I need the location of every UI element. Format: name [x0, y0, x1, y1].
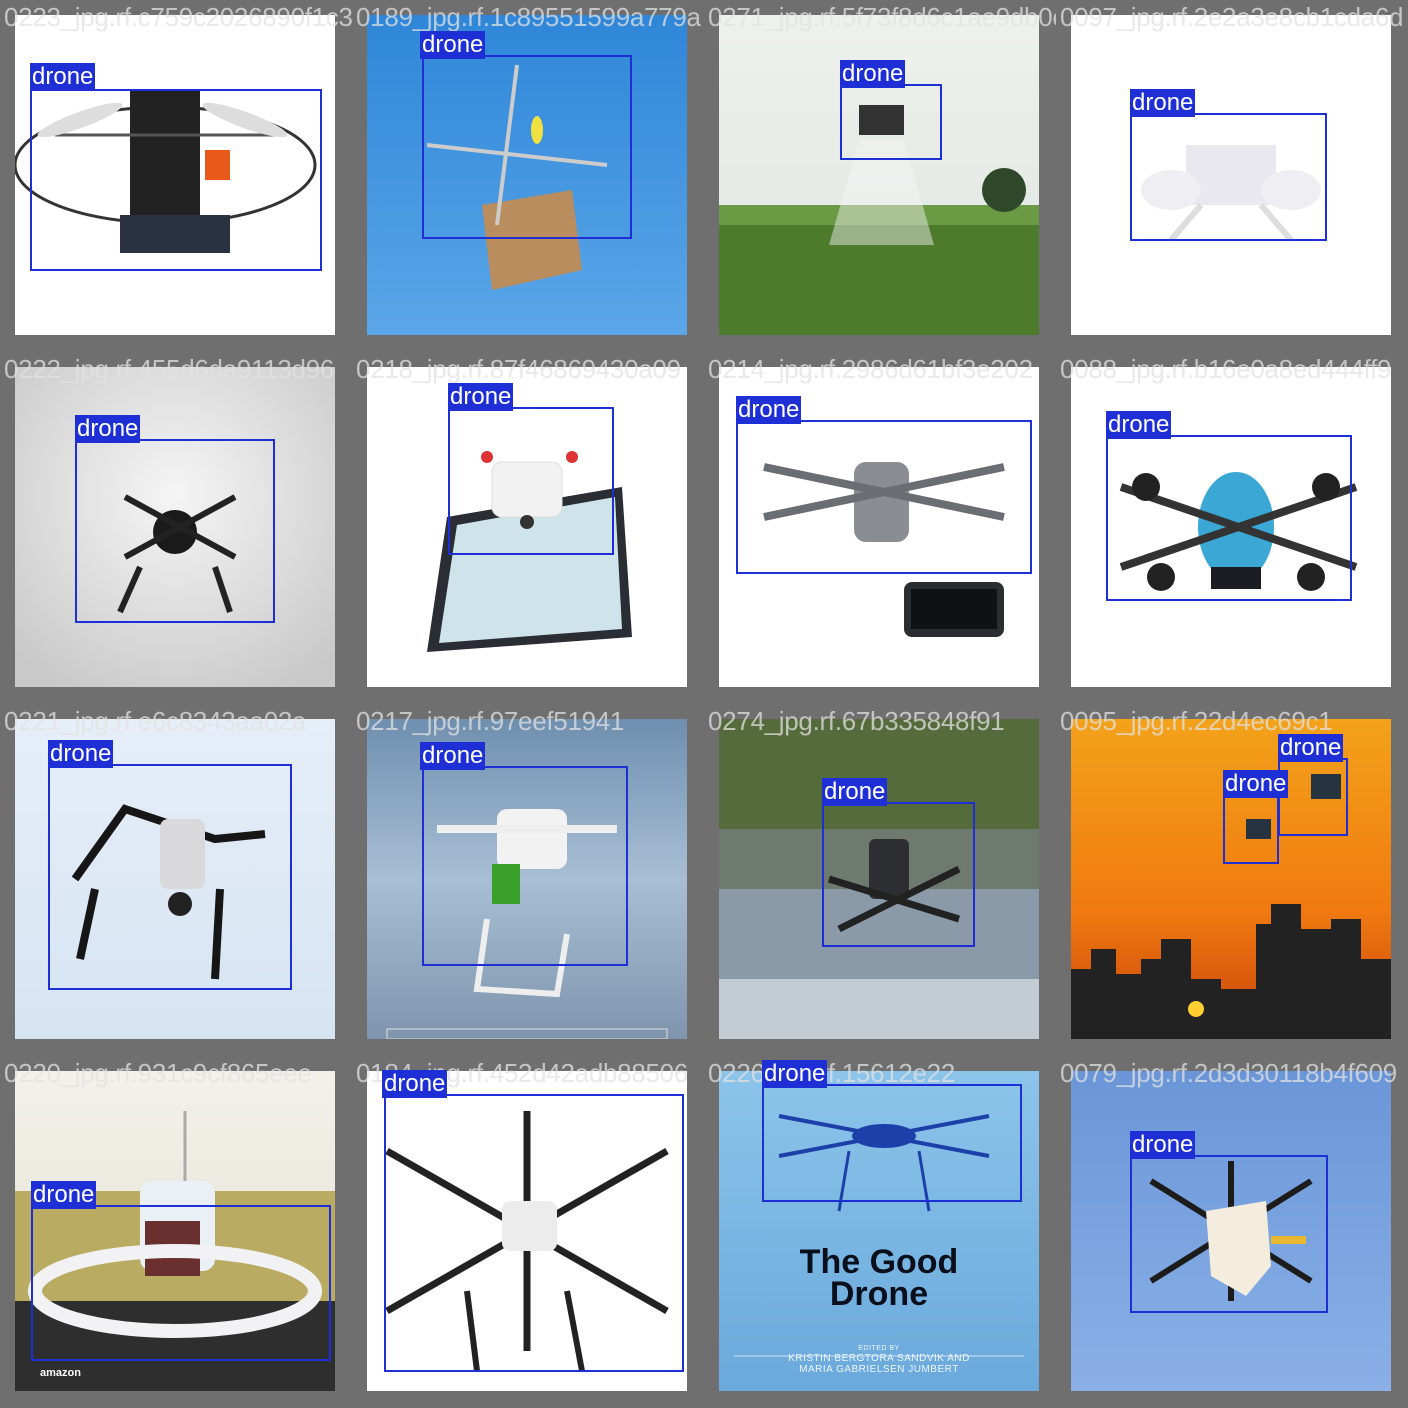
- class-label: drone: [1223, 770, 1289, 798]
- grid-tile-12[interactable]: 0095_jpg.rf.22d4ec69c1 drone drone: [1056, 704, 1408, 1056]
- bounding-box[interactable]: [822, 802, 975, 947]
- book-title-line-1: The Good: [799, 1243, 959, 1281]
- grid-tile-15[interactable]: The Good Drone EDITED BY KRISTIN BERGTOR…: [704, 1056, 1056, 1408]
- bounding-box[interactable]: [1223, 794, 1279, 864]
- bounding-box[interactable]: [736, 420, 1032, 574]
- grid-tile-6[interactable]: 0218_jpg.rf.87f46869430a09 drone: [352, 352, 704, 704]
- grid-tile-11[interactable]: 0274_jpg.rf.67b335848f91 drone: [704, 704, 1056, 1056]
- drone-photo: [1071, 367, 1391, 687]
- drone-photo: [15, 367, 335, 687]
- drone-photo: [1071, 1071, 1391, 1391]
- drone-photo: [15, 15, 335, 335]
- grid-tile-9[interactable]: 0221_jpg.rf.e6c8343aa02a drone: [0, 704, 352, 1056]
- bounding-box[interactable]: [1130, 1155, 1328, 1313]
- bounding-box[interactable]: [1130, 113, 1327, 241]
- class-label: drone: [736, 396, 802, 424]
- bounding-box[interactable]: [48, 764, 292, 990]
- drone-photo: [1071, 15, 1391, 335]
- drone-photo: [15, 1071, 335, 1391]
- class-label: drone: [420, 31, 486, 59]
- grid-tile-7[interactable]: 0214_jpg.rf.2986d61bf3e202 drone: [704, 352, 1056, 704]
- bounding-box[interactable]: [75, 439, 275, 623]
- bounding-box[interactable]: [422, 55, 632, 239]
- grid-tile-14[interactable]: 0184_jpg.rf.452d42adb88506 drone: [352, 1056, 704, 1408]
- drone-photo: [367, 1071, 687, 1391]
- grid-tile-3[interactable]: 0271_jpg.rf.5f73f8d6c1ae9db0ec34e7f2a3e8…: [704, 0, 1056, 352]
- grid-tile-5[interactable]: 0222_jpg.rf.455d6da9113d96 drone: [0, 352, 352, 704]
- drone-photo: [367, 367, 687, 687]
- watermark-text: amazon: [40, 1367, 81, 1379]
- class-label: drone: [75, 415, 141, 443]
- grid-tile-2[interactable]: 0189_jpg.rf.1c89551599a779a drone: [352, 0, 704, 352]
- bounding-box[interactable]: [422, 766, 628, 966]
- class-label: drone: [1278, 734, 1344, 762]
- drone-photo: [367, 719, 687, 1039]
- class-label: drone: [382, 1070, 448, 1098]
- drone-photo: [719, 15, 1039, 335]
- book-title-line-2: Drone: [829, 1275, 929, 1313]
- class-label: drone: [822, 778, 888, 806]
- class-label: drone: [1130, 1131, 1196, 1159]
- drone-photo: [719, 719, 1039, 1039]
- bounding-box[interactable]: [31, 1205, 331, 1361]
- class-label: drone: [448, 383, 514, 411]
- grid-tile-16[interactable]: 0079_jpg.rf.2d3d30118b4f609 drone: [1056, 1056, 1408, 1408]
- class-label: drone: [762, 1060, 828, 1088]
- book-editors-line-2: MARIA GABRIELSEN JUMBERT: [799, 1364, 959, 1375]
- book-cover: The Good Drone EDITED BY KRISTIN BERGTOR…: [719, 1071, 1039, 1391]
- bounding-box[interactable]: [840, 84, 942, 160]
- book-editors-line-1: KRISTIN BERGTORA SANDVIK AND: [788, 1353, 970, 1364]
- class-label: drone: [1130, 89, 1196, 117]
- bounding-box[interactable]: [448, 407, 614, 555]
- class-label: drone: [420, 742, 486, 770]
- bounding-box[interactable]: [384, 1094, 684, 1372]
- grid-tile-8[interactable]: 0088_jpg.rf.b16e0a8ed444ff9 drone: [1056, 352, 1408, 704]
- class-label: drone: [48, 740, 114, 768]
- class-label: drone: [30, 63, 96, 91]
- drone-photo: [367, 15, 687, 335]
- grid-tile-4[interactable]: 0097_jpg.rf.2e2a3e8cb1cda6d drone: [1056, 0, 1408, 352]
- class-label: drone: [31, 1181, 97, 1209]
- class-label: drone: [1106, 411, 1172, 439]
- bounding-box[interactable]: [762, 1084, 1022, 1202]
- bounding-box[interactable]: [30, 89, 322, 271]
- bounding-box[interactable]: [1106, 435, 1352, 601]
- grid-tile-10[interactable]: 0217_jpg.rf.97eef51941 drone: [352, 704, 704, 1056]
- grid-tile-13[interactable]: amazon 0220_jpg.rf.931c9cf865eee drone: [0, 1056, 352, 1408]
- book-editors-heading: EDITED BY: [858, 1345, 900, 1352]
- drone-photo: [15, 719, 335, 1039]
- grid-tile-1[interactable]: 0223_jpg.rf.c759c2026890f1c383948e8f1a8d…: [0, 0, 352, 352]
- class-label: drone: [840, 60, 906, 88]
- bounding-box[interactable]: [1278, 758, 1348, 836]
